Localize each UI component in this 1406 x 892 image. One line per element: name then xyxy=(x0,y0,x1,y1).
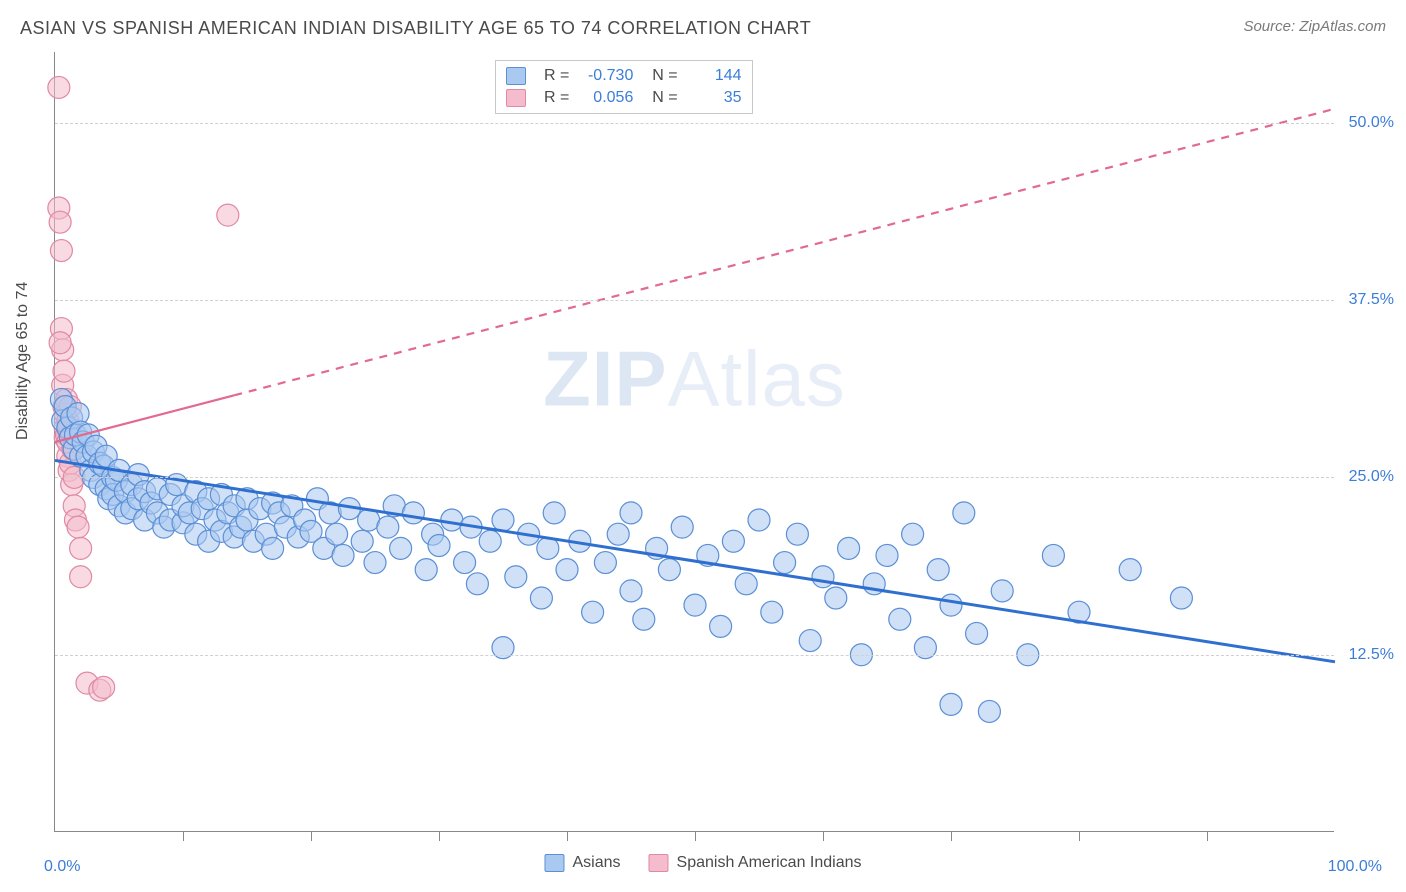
scatter-point xyxy=(377,516,399,538)
y-tick-label: 12.5% xyxy=(1349,646,1394,664)
scatter-point xyxy=(50,240,72,262)
scatter-point xyxy=(1042,544,1064,566)
x-tick xyxy=(823,831,824,841)
scatter-point xyxy=(774,552,796,574)
gridline xyxy=(55,655,1334,656)
legend-label: Spanish American Indians xyxy=(677,854,862,871)
scatter-point xyxy=(876,544,898,566)
trend-line-solid xyxy=(55,460,1335,661)
x-tick xyxy=(311,831,312,841)
gridline xyxy=(55,300,1334,301)
scatter-point xyxy=(505,566,527,588)
scatter-point xyxy=(991,580,1013,602)
scatter-point xyxy=(607,523,629,545)
scatter-point xyxy=(93,676,115,698)
scatter-point xyxy=(556,559,578,581)
x-tick xyxy=(1079,831,1080,841)
scatter-point xyxy=(671,516,693,538)
legend-item: Asians xyxy=(544,854,620,872)
scatter-point xyxy=(53,360,75,382)
scatter-point xyxy=(70,566,92,588)
series-legend: Asians Spanish American Indians xyxy=(544,854,861,872)
x-tick xyxy=(695,831,696,841)
x-tick xyxy=(1207,831,1208,841)
scatter-point xyxy=(67,516,89,538)
scatter-point xyxy=(49,332,71,354)
scatter-point xyxy=(966,622,988,644)
scatter-point xyxy=(390,537,412,559)
y-axis-label: Disability Age 65 to 74 xyxy=(14,282,32,440)
scatter-point xyxy=(940,693,962,715)
trend-line-dashed xyxy=(234,109,1335,396)
scatter-point xyxy=(812,566,834,588)
gridline xyxy=(55,123,1334,124)
scatter-point xyxy=(415,559,437,581)
scatter-point xyxy=(748,509,770,531)
scatter-point xyxy=(825,587,847,609)
scatter-point xyxy=(735,573,757,595)
scatter-point xyxy=(953,502,975,524)
x-axis-left-label: 0.0% xyxy=(44,858,80,876)
scatter-point xyxy=(786,523,808,545)
scatter-point xyxy=(927,559,949,581)
scatter-point xyxy=(326,523,348,545)
plot-area: ZIPAtlas R = -0.730 N = 144 R = 0.056 N … xyxy=(54,52,1334,832)
scatter-point xyxy=(454,552,476,574)
chart-title: ASIAN VS SPANISH AMERICAN INDIAN DISABIL… xyxy=(20,18,811,39)
scatter-point xyxy=(838,537,860,559)
x-axis-right-label: 100.0% xyxy=(1328,858,1382,876)
scatter-point xyxy=(530,587,552,609)
scatter-point xyxy=(582,601,604,623)
chart-svg xyxy=(55,52,1334,831)
scatter-point xyxy=(633,608,655,630)
scatter-point xyxy=(466,573,488,595)
y-tick-label: 25.0% xyxy=(1349,468,1394,486)
y-tick-label: 37.5% xyxy=(1349,291,1394,309)
x-tick xyxy=(439,831,440,841)
scatter-point xyxy=(492,509,514,531)
scatter-point xyxy=(262,537,284,559)
scatter-point xyxy=(1170,587,1192,609)
legend-label: Asians xyxy=(572,854,620,871)
y-tick-label: 50.0% xyxy=(1349,114,1394,132)
scatter-point xyxy=(620,502,642,524)
x-tick xyxy=(951,831,952,841)
scatter-point xyxy=(70,537,92,559)
scatter-point xyxy=(684,594,706,616)
scatter-point xyxy=(364,552,386,574)
scatter-point xyxy=(351,530,373,552)
legend-swatch-spanish-bottom xyxy=(649,854,669,872)
scatter-point xyxy=(722,530,744,552)
scatter-point xyxy=(978,700,1000,722)
scatter-point xyxy=(761,601,783,623)
scatter-point xyxy=(799,630,821,652)
scatter-point xyxy=(402,502,424,524)
x-tick xyxy=(183,831,184,841)
scatter-point xyxy=(543,502,565,524)
source-label: Source: ZipAtlas.com xyxy=(1243,18,1386,35)
scatter-point xyxy=(1119,559,1141,581)
scatter-point xyxy=(940,594,962,616)
scatter-point xyxy=(902,523,924,545)
legend-swatch-asians-bottom xyxy=(544,854,564,872)
scatter-point xyxy=(889,608,911,630)
scatter-point xyxy=(710,615,732,637)
legend-item: Spanish American Indians xyxy=(649,854,862,872)
scatter-point xyxy=(479,530,501,552)
x-tick xyxy=(567,831,568,841)
scatter-point xyxy=(49,211,71,233)
scatter-point xyxy=(620,580,642,602)
scatter-point xyxy=(658,559,680,581)
gridline xyxy=(55,477,1334,478)
scatter-point xyxy=(332,544,354,566)
scatter-point xyxy=(428,535,450,557)
scatter-point xyxy=(217,204,239,226)
scatter-point xyxy=(594,552,616,574)
scatter-point xyxy=(48,76,70,98)
